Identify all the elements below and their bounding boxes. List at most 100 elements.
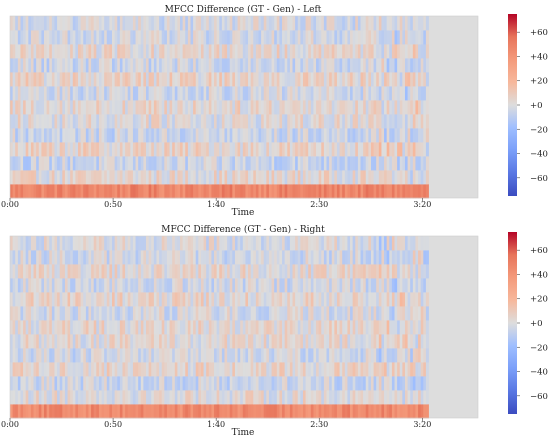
heatmap-cell bbox=[339, 250, 343, 265]
heatmap-cell bbox=[54, 264, 58, 279]
heatmap-cell bbox=[132, 58, 136, 73]
heatmap-cell bbox=[182, 58, 186, 73]
heatmap-cell bbox=[193, 170, 197, 185]
heatmap-cell bbox=[313, 170, 317, 185]
heatmap-cell bbox=[30, 72, 34, 87]
heatmap-cell bbox=[96, 292, 100, 307]
heatmap-cell bbox=[72, 100, 76, 115]
heatmap-cell bbox=[302, 156, 306, 171]
heatmap-cell bbox=[384, 100, 388, 115]
heatmap-cell bbox=[41, 86, 45, 101]
heatmap-cell bbox=[250, 250, 254, 265]
heatmap-cell bbox=[365, 362, 369, 377]
heatmap-cell bbox=[91, 16, 95, 31]
heatmap-cell bbox=[418, 362, 422, 377]
heatmap-cell bbox=[323, 348, 327, 363]
heatmap-cell bbox=[321, 30, 325, 45]
heatmap-cell bbox=[72, 44, 76, 59]
heatmap-cell bbox=[355, 156, 359, 171]
heatmap-cell bbox=[187, 236, 191, 251]
heatmap-cell bbox=[365, 156, 369, 171]
heatmap-cell bbox=[329, 404, 333, 419]
heatmap-cell bbox=[224, 44, 228, 59]
heatmap-cell bbox=[135, 250, 139, 265]
heatmap-cell bbox=[407, 72, 411, 87]
heatmap-area bbox=[10, 16, 478, 199]
heatmap-cell bbox=[368, 264, 372, 279]
heatmap-cell bbox=[83, 236, 87, 251]
heatmap-cell bbox=[159, 404, 163, 419]
heatmap-cell bbox=[17, 142, 21, 157]
heatmap-cell bbox=[80, 376, 84, 391]
heatmap-cell bbox=[151, 236, 155, 251]
heatmap-cell bbox=[216, 184, 220, 199]
heatmap-cell bbox=[342, 236, 346, 251]
heatmap-cell bbox=[122, 86, 126, 101]
heatmap-cell bbox=[70, 142, 74, 157]
heatmap-cell bbox=[190, 264, 194, 279]
heatmap-cell bbox=[407, 236, 411, 251]
heatmap-cell bbox=[153, 348, 157, 363]
heatmap-cell bbox=[391, 72, 395, 87]
heatmap-cell bbox=[193, 390, 197, 405]
heatmap-cell bbox=[224, 320, 228, 335]
heatmap-cell bbox=[302, 404, 306, 419]
heatmap-cell bbox=[12, 250, 16, 265]
heatmap-cell bbox=[208, 72, 212, 87]
heatmap-cell bbox=[381, 44, 385, 59]
heatmap-cell bbox=[185, 44, 189, 59]
heatmap-cell bbox=[229, 292, 233, 307]
heatmap-cell bbox=[72, 114, 76, 129]
heatmap-cell bbox=[365, 170, 369, 185]
heatmap-cell bbox=[193, 114, 197, 129]
heatmap-cell bbox=[402, 128, 406, 143]
heatmap-cell bbox=[49, 114, 53, 129]
heatmap-cell bbox=[159, 114, 163, 129]
heatmap-cell bbox=[368, 306, 372, 321]
heatmap-cell bbox=[12, 44, 16, 59]
heatmap-cell bbox=[200, 114, 204, 129]
heatmap-cell bbox=[219, 236, 223, 251]
heatmap-cell bbox=[412, 142, 416, 157]
heatmap-cell bbox=[295, 16, 299, 31]
heatmap-cell bbox=[297, 250, 301, 265]
heatmap-cell bbox=[117, 128, 121, 143]
heatmap-cell bbox=[125, 170, 129, 185]
heatmap-cell bbox=[318, 44, 322, 59]
heatmap-cell bbox=[318, 184, 322, 199]
heatmap-cell bbox=[143, 30, 147, 45]
heatmap-cell bbox=[271, 348, 275, 363]
heatmap-cell bbox=[274, 30, 278, 45]
heatmap-cell bbox=[350, 156, 354, 171]
heatmap-cell bbox=[279, 306, 283, 321]
heatmap-cell bbox=[386, 16, 390, 31]
heatmap-cell bbox=[112, 16, 116, 31]
heatmap-cell bbox=[365, 264, 369, 279]
heatmap-cell bbox=[138, 128, 142, 143]
heatmap-cell bbox=[122, 58, 126, 73]
heatmap-cell bbox=[248, 292, 252, 307]
heatmap-cell bbox=[41, 334, 45, 349]
heatmap-cell bbox=[326, 184, 330, 199]
heatmap-cell bbox=[143, 156, 147, 171]
heatmap-cell bbox=[255, 320, 259, 335]
heatmap-cell bbox=[98, 390, 102, 405]
heatmap-cell bbox=[83, 362, 87, 377]
heatmap-cell bbox=[391, 320, 395, 335]
heatmap-cell bbox=[287, 114, 291, 129]
heatmap-cell bbox=[224, 404, 228, 419]
heatmap-cell bbox=[25, 86, 29, 101]
heatmap-cell bbox=[368, 30, 372, 45]
heatmap-cell bbox=[169, 362, 173, 377]
heatmap-cell bbox=[130, 86, 134, 101]
heatmap-cell bbox=[397, 292, 401, 307]
heatmap-cell bbox=[187, 320, 191, 335]
heatmap-cell bbox=[276, 184, 280, 199]
heatmap-cell bbox=[360, 362, 364, 377]
heatmap-cell bbox=[368, 362, 372, 377]
heatmap-cell bbox=[33, 86, 37, 101]
heatmap-cell bbox=[20, 86, 24, 101]
heatmap-cell bbox=[389, 128, 393, 143]
heatmap-cell bbox=[399, 44, 403, 59]
heatmap-cell bbox=[407, 114, 411, 129]
